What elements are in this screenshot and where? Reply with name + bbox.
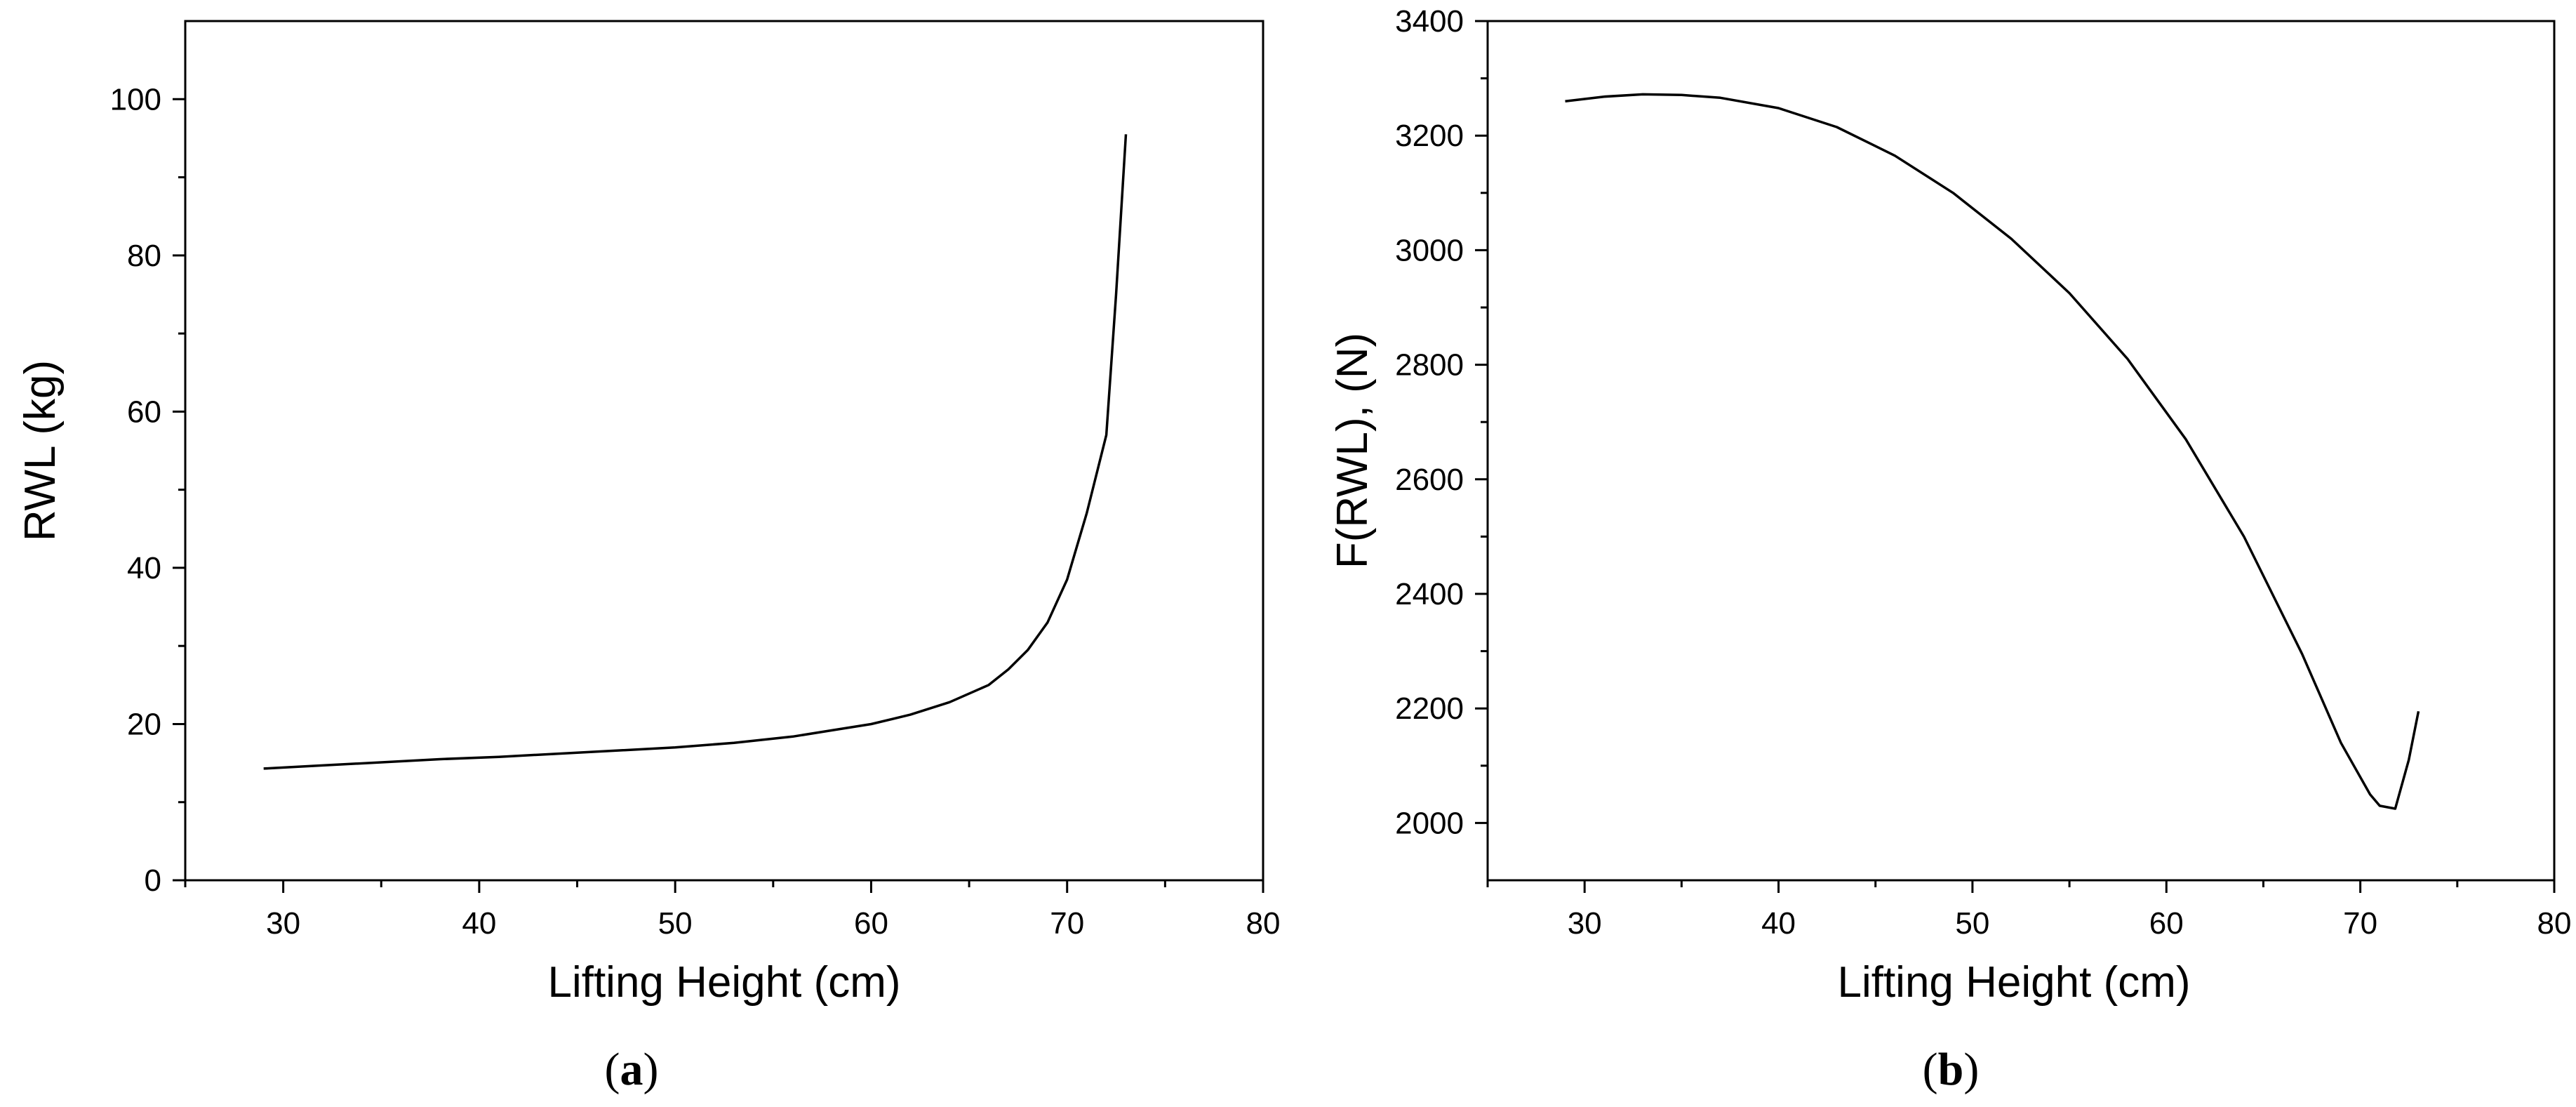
panel-a-y-tick-label: 0: [145, 863, 161, 898]
panel-b-x-axis-label: Lifting Height (cm): [1837, 958, 2190, 1007]
panel-b-y-axis-label: F(RWL), (N): [1328, 333, 1377, 569]
panel-a-caption-letter: a: [620, 1044, 643, 1095]
panel-a-x-tick-label: 60: [854, 906, 888, 941]
panel-a-y-tick-label: 20: [127, 707, 161, 741]
panel-b-y-tick-label: 3000: [1395, 233, 1464, 267]
panel-b-plot-frame: [1486, 20, 2556, 882]
panel-b-x-tick-label: 80: [2537, 906, 2572, 941]
panel-a-y-tick-label: 100: [110, 82, 161, 117]
panel-a-y-axis-label: RWL (kg): [16, 360, 65, 541]
panel-b-caption: (b): [1923, 1044, 1980, 1095]
panel-b-series-line: [1565, 93, 2420, 810]
panel-a-y-tick-label: 80: [127, 239, 161, 273]
chart-panel-a: 30 40 50 60 70 80 0 20 40 60 80 100 Lifting Height …: [16, 20, 1281, 1095]
panel-b-y-tick-label: 3400: [1395, 4, 1464, 39]
panel-a-ticks: 30 40 50 60 70 80 0 20 40 60 80 100: [110, 82, 1281, 941]
panel-b-caption-letter: b: [1938, 1044, 1964, 1095]
panel-a-series-line: [263, 134, 1128, 770]
panel-a-x-tick-label: 50: [658, 906, 693, 941]
panel-b-series: [1565, 93, 2420, 810]
panel-a-x-tick-label: 40: [462, 906, 496, 941]
panel-a-x-tick-label: 70: [1050, 906, 1084, 941]
panel-b-y-tick-label: 2200: [1395, 691, 1464, 726]
panel-b-y-tick-label: 2400: [1395, 577, 1464, 611]
panel-a-caption: (a): [605, 1044, 659, 1095]
panel-b-y-tick-label: 2000: [1395, 806, 1464, 840]
panel-a-x-axis-label: Lifting Height (cm): [547, 958, 900, 1007]
panel-b-y-tick-label: 3200: [1395, 119, 1464, 153]
panel-a-y-tick-label: 40: [127, 551, 161, 585]
panel-b-x-tick-label: 60: [2149, 906, 2184, 941]
chart-panel-b: 30 40 50 60 70 80 2000 2200 2400 2600 2800 3000 3200…: [1328, 4, 2571, 1095]
panel-a-x-tick-label: 80: [1246, 906, 1281, 941]
panel-b-y-tick-label: 2600: [1395, 463, 1464, 497]
panel-a-y-tick-label: 60: [127, 395, 161, 429]
panel-b-x-tick-label: 50: [1955, 906, 1989, 941]
panel-a-x-tick-label: 30: [266, 906, 300, 941]
panel-a-plot-frame: [184, 20, 1264, 882]
panel-b-y-tick-label: 2800: [1395, 348, 1464, 383]
panel-b-x-tick-label: 70: [2343, 906, 2377, 941]
panel-b-x-tick-label: 30: [1568, 906, 1602, 941]
panel-b-x-tick-label: 40: [1761, 906, 1796, 941]
panel-b-ticks: 30 40 50 60 70 80 2000 2200 2400 2600 2800 3000 3200…: [1395, 4, 2571, 941]
panel-a-series: [263, 134, 1128, 770]
